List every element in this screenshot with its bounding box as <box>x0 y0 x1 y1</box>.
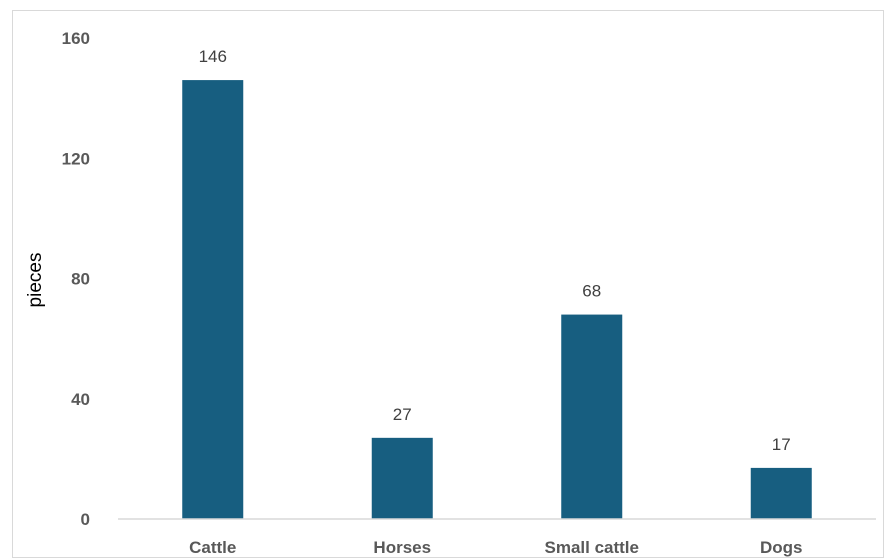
y-axis-title: pieces <box>25 253 46 308</box>
y-tick-label: 0 <box>81 510 90 529</box>
bars <box>182 80 812 520</box>
data-label: 27 <box>393 405 412 424</box>
chart-frame <box>12 10 884 558</box>
y-tick-label: 160 <box>62 29 90 48</box>
data-label: 68 <box>582 282 601 301</box>
y-tick-label: 80 <box>71 270 90 289</box>
bar <box>371 437 433 519</box>
x-axis-categories: Cattle Horses Small cattle Dogs <box>189 538 802 557</box>
y-axis-ticks: 0 40 80 120 160 <box>62 29 90 529</box>
y-tick-label: 40 <box>71 390 90 409</box>
bar <box>750 467 812 519</box>
x-category-label: Cattle <box>189 538 236 557</box>
x-category-label: Dogs <box>760 538 803 557</box>
x-category-label: Small cattle <box>545 538 640 557</box>
data-labels: 146 27 68 17 <box>199 47 791 454</box>
data-label: 17 <box>772 435 791 454</box>
bar <box>561 314 623 519</box>
x-category-label: Horses <box>373 538 431 557</box>
bar <box>182 80 244 520</box>
data-label: 146 <box>199 47 227 66</box>
y-tick-label: 120 <box>62 149 90 168</box>
